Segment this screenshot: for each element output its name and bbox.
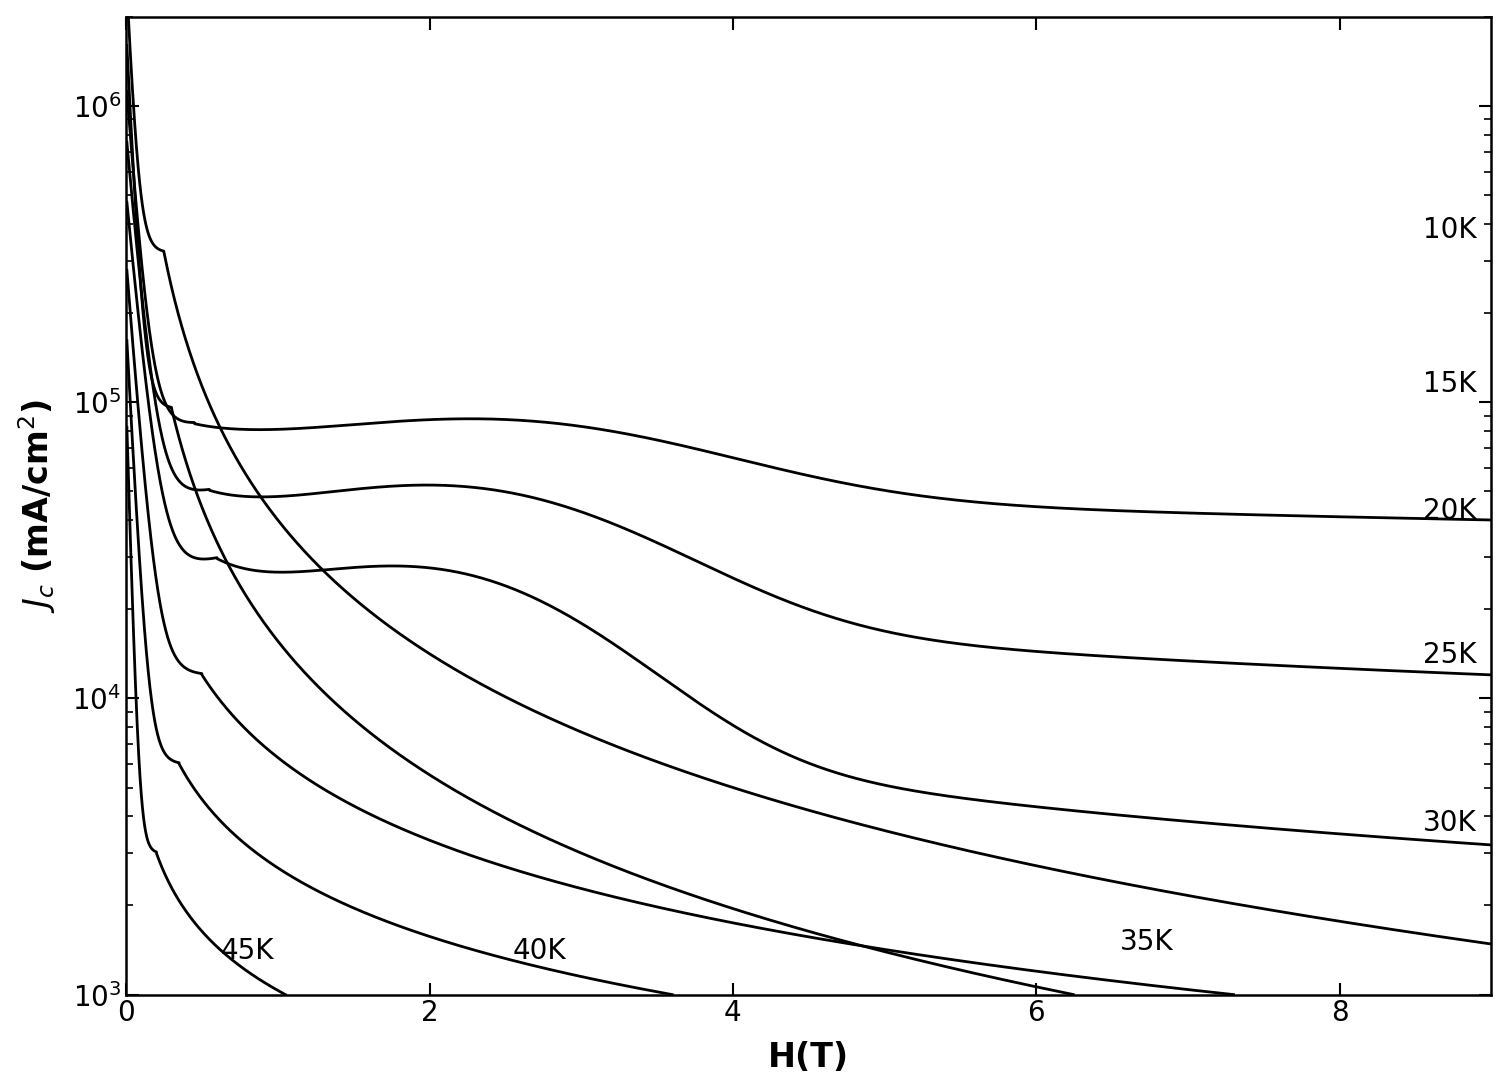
X-axis label: H(T): H(T) — [768, 1041, 849, 1075]
Text: 35K: 35K — [1120, 928, 1173, 957]
Y-axis label: $J_c$ (mA/cm$^2$): $J_c$ (mA/cm$^2$) — [17, 398, 59, 612]
Text: 40K: 40K — [513, 937, 567, 966]
Text: 30K: 30K — [1424, 808, 1476, 837]
Text: 20K: 20K — [1424, 496, 1476, 525]
Text: 10K: 10K — [1424, 216, 1476, 244]
Text: 45K: 45K — [220, 937, 273, 966]
Text: 25K: 25K — [1424, 642, 1476, 669]
Text: 15K: 15K — [1424, 370, 1476, 398]
